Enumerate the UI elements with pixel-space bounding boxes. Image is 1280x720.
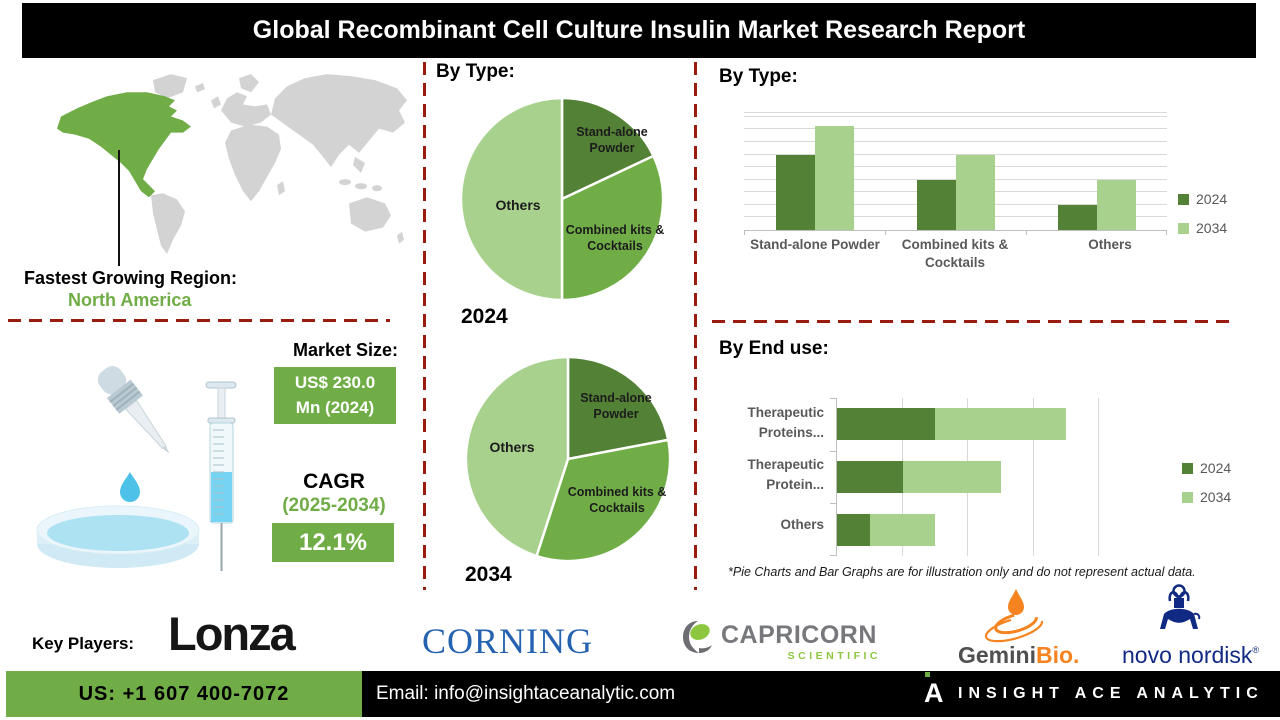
cagr-period: (2025-2034) [282,495,386,516]
dropper-icon [97,366,170,454]
map-pointer-line [118,150,120,266]
market-size-value-line1: US$ 230.0 [294,372,376,392]
geminibio-logo-text: GeminiBio. [958,642,1079,669]
legend-item-2024: 2024 [1182,460,1231,476]
market-size-value-box: US$ 230.0 Mn (2024) [274,367,396,424]
legend-label-2034: 2034 [1196,220,1228,236]
legend-swatch-2024 [1178,193,1189,205]
pie-section-heading: By Type: [436,61,515,82]
divider-mid-right [694,62,697,590]
syringe-icon [205,381,237,571]
legend-item-2034: 2034 [1182,489,1231,505]
lonza-logo: Lonza [168,607,296,660]
bar-chart-by-type [744,112,1167,235]
legend-item-2024: 2024 [1178,191,1227,207]
lab-illustration [36,366,237,571]
map-land [151,74,407,254]
cagr-value-box: 12.1% [272,523,394,562]
bar-cat-others: Others [1088,237,1132,252]
pie2-label-standalone: Stand-alone Powder [580,391,652,422]
pie1-label-standalone: Stand-alone Powder [576,125,648,156]
legend-label-2034: 2034 [1200,489,1232,505]
brand-letter-icon: A [924,678,944,708]
enduse-section-heading: By End use: [719,338,829,359]
pie1-label-others: Others [495,197,541,213]
legend-label-2024: 2024 [1200,460,1232,476]
bar-cat-standalone: Stand-alone Powder [750,237,880,252]
registered-mark: ® [1252,645,1260,655]
geminibio-logo-icon [984,589,1044,643]
key-players-label: Key Players: [32,634,135,653]
enduse-cat-therapeutic-protein: Therapeutic Protein... [747,457,824,492]
divider-mid-left [423,62,426,590]
divider-right [712,320,1234,323]
enduse-chart-legend: 2024 2034 [1182,460,1231,518]
legend-label-2024: 2024 [1196,191,1228,207]
legend-swatch-2034 [1178,222,1189,234]
pie1-label-combined: Combined kits & Cocktails [565,223,665,254]
capricorn-logo-text: CAPRICORN [721,621,877,649]
bio-text: Bio. [1035,642,1080,668]
brand-name: INSIGHT ACE ANALYTIC [958,685,1264,702]
enduse-cat-others: Others [780,517,824,532]
enduse-cat-therapeutic-proteins: Therapeutic Proteins... [747,405,824,440]
brand-dot-icon [925,672,930,677]
novo-nordisk-bull-icon [1160,584,1201,629]
divider-left [8,319,390,322]
legend-swatch-2024 [1182,462,1193,474]
bar-chart-by-enduse [830,398,1099,556]
footer-email: Email: info@insightaceanalytic.com [376,683,676,704]
market-size-heading: Market Size: [292,340,398,360]
pie2-year-label: 2034 [465,563,512,586]
liquid-drop-icon [120,472,140,502]
capricorn-logo-subtext: SCIENTIFIC [787,650,881,662]
pie-chart-2024 [459,96,665,302]
capricorn-logo-icon [683,621,712,653]
world-map [57,74,407,254]
pie1-year-label: 2024 [461,305,508,328]
disclaimer-note: *Pie Charts and Bar Graphs are for illus… [728,565,1196,579]
market-size-value-line2: Mn (2024) [295,397,375,417]
fastest-growing-region-label: Fastest Growing Region: [24,268,238,288]
legend-swatch-2034 [1182,491,1193,503]
footer-phone: US: +1 607 400-7072 [6,671,362,717]
corning-logo: CORNING [422,621,594,661]
cagr-label: CAGR [303,470,365,493]
footer-bar: Email: info@insightaceanalytic.com A INS… [362,671,1280,717]
novo-nordisk-logo-text: novo nordisk® [1122,642,1259,669]
map-north-america-highlight [57,92,191,198]
fastest-growing-region-value: North America [68,290,192,310]
bar-cat-combined: Combined kits & Cocktails [901,237,1009,271]
novo-text: novo nordisk [1122,642,1253,668]
pie-chart-2034 [464,355,672,563]
legend-item-2034: 2034 [1178,220,1227,236]
pie2-label-combined: Combined kits & Cocktails [567,485,667,516]
gemini-text: Gemini [958,642,1036,668]
bar-section-heading: By Type: [719,66,798,87]
bar-chart-legend: 2024 2034 [1178,191,1227,249]
page-title: Global Recombinant Cell Culture Insulin … [22,3,1256,58]
pie2-label-others: Others [489,439,535,455]
